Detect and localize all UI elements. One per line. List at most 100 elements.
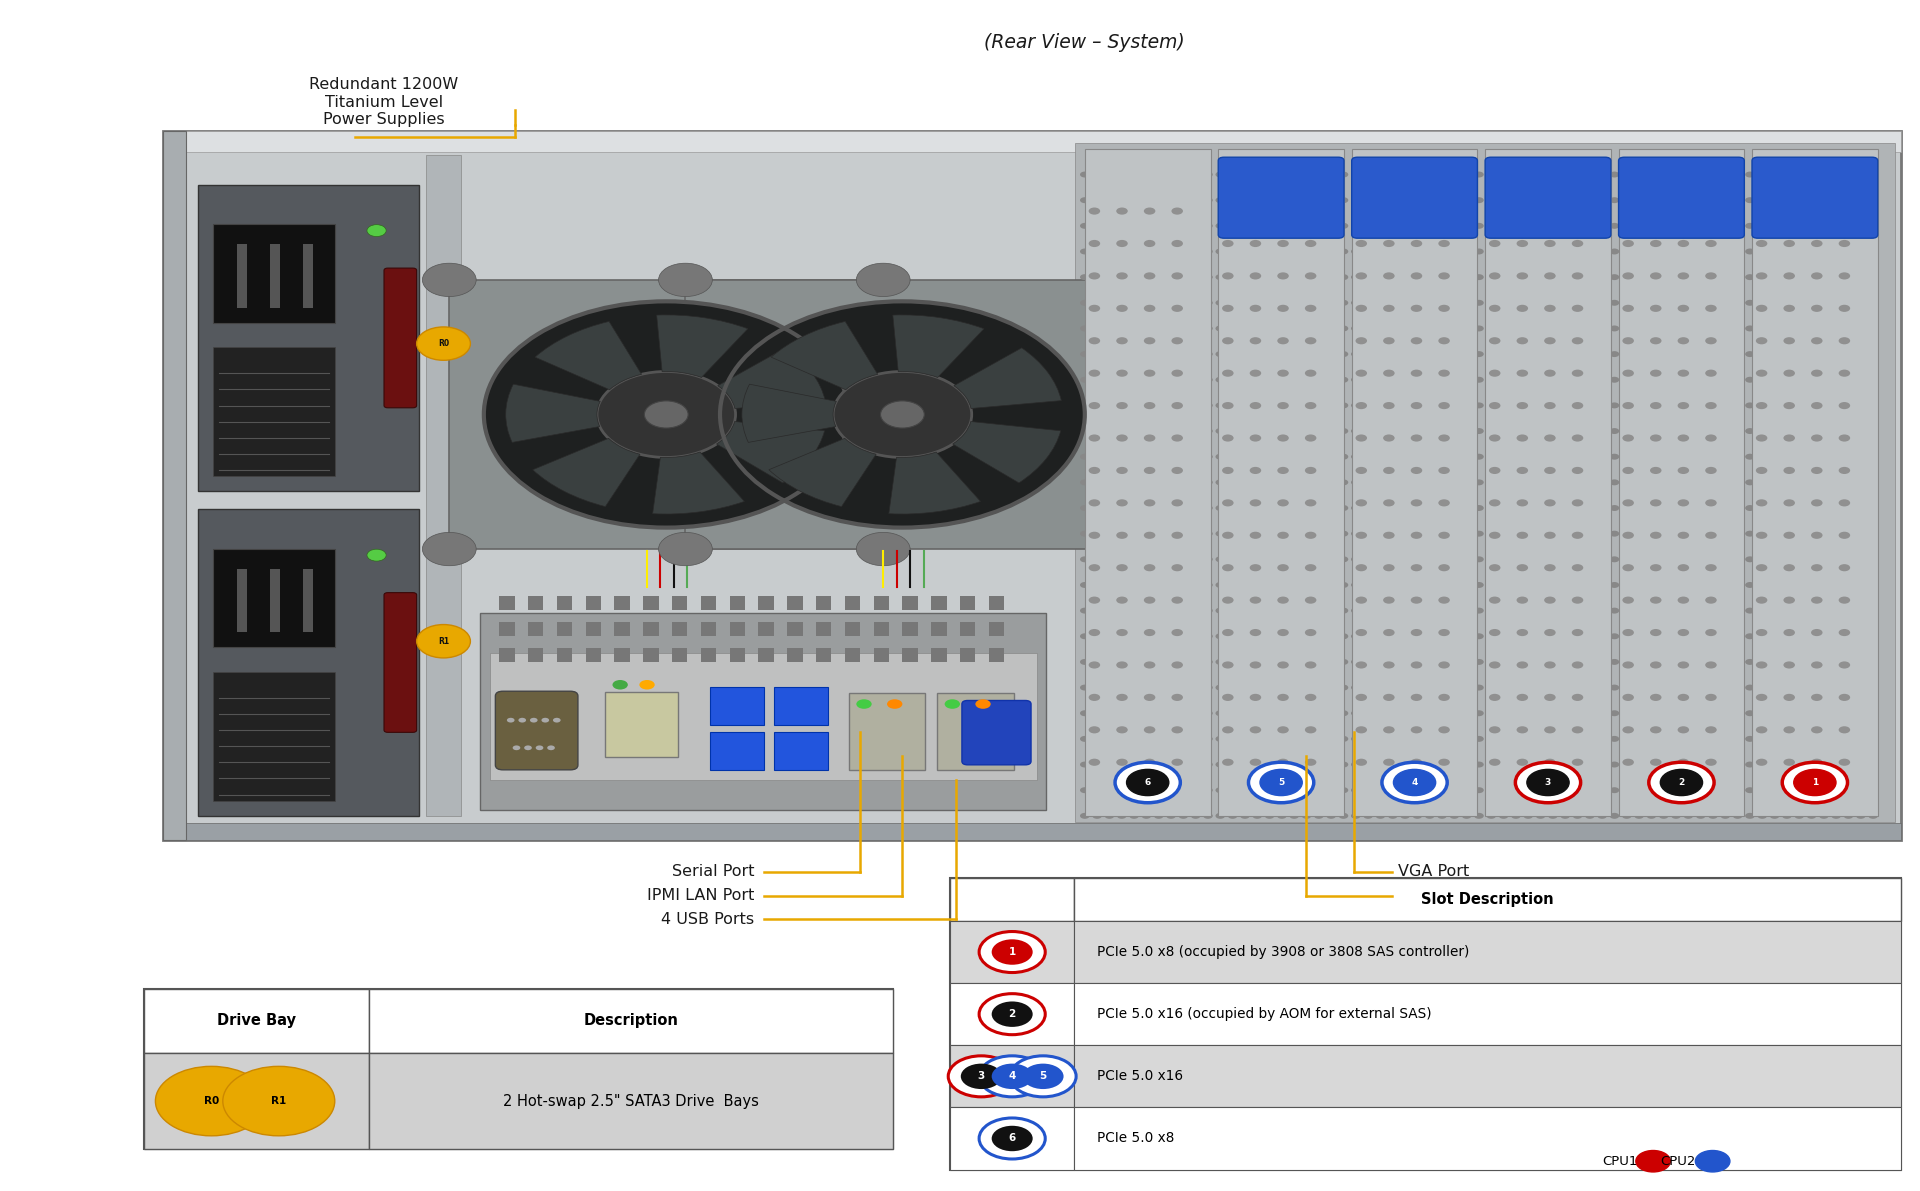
Circle shape: [1290, 198, 1300, 204]
Circle shape: [1129, 582, 1139, 588]
Circle shape: [887, 699, 902, 709]
Circle shape: [1770, 685, 1780, 691]
Circle shape: [1561, 531, 1571, 537]
Circle shape: [1684, 531, 1693, 537]
Circle shape: [1517, 661, 1528, 668]
Circle shape: [1215, 376, 1225, 382]
Circle shape: [1413, 659, 1423, 665]
Circle shape: [1352, 300, 1361, 306]
Circle shape: [1770, 274, 1780, 280]
Circle shape: [1818, 685, 1828, 691]
Circle shape: [1684, 198, 1693, 204]
Circle shape: [1375, 249, 1384, 255]
Circle shape: [1092, 710, 1102, 716]
Text: Redundant 1200W
Titanium Level
Power Supplies: Redundant 1200W Titanium Level Power Sup…: [309, 77, 459, 127]
Circle shape: [1832, 480, 1841, 486]
Circle shape: [1265, 198, 1275, 204]
Circle shape: [1561, 812, 1571, 819]
Circle shape: [1586, 454, 1596, 460]
Circle shape: [1670, 480, 1680, 486]
Circle shape: [553, 718, 561, 723]
Circle shape: [1745, 736, 1755, 742]
Circle shape: [1438, 727, 1450, 734]
Circle shape: [1597, 376, 1607, 382]
Bar: [1075, 143, 1895, 822]
Circle shape: [1536, 249, 1546, 255]
Circle shape: [1092, 532, 1146, 566]
Circle shape: [1609, 582, 1619, 588]
Circle shape: [1438, 556, 1448, 562]
Circle shape: [1818, 249, 1828, 255]
Circle shape: [1670, 325, 1680, 331]
Circle shape: [1770, 428, 1780, 434]
Circle shape: [1757, 351, 1766, 357]
Circle shape: [1413, 480, 1423, 486]
Circle shape: [1190, 274, 1200, 280]
Circle shape: [1327, 454, 1336, 460]
Circle shape: [1807, 812, 1816, 819]
Circle shape: [1634, 812, 1644, 819]
Circle shape: [1695, 556, 1705, 562]
Circle shape: [1649, 467, 1661, 474]
Circle shape: [1092, 454, 1102, 460]
Circle shape: [1277, 685, 1286, 691]
Circle shape: [1609, 531, 1619, 537]
Circle shape: [1154, 556, 1164, 562]
Circle shape: [1745, 249, 1755, 255]
Text: 1: 1: [1008, 947, 1016, 958]
Circle shape: [1154, 787, 1164, 793]
Circle shape: [1104, 403, 1114, 409]
Bar: [874, 622, 889, 636]
Circle shape: [1413, 249, 1423, 255]
Circle shape: [1500, 685, 1509, 691]
Circle shape: [1839, 727, 1851, 734]
Circle shape: [1807, 403, 1816, 409]
Circle shape: [1425, 376, 1434, 382]
Circle shape: [1734, 634, 1743, 640]
Circle shape: [1438, 634, 1448, 640]
Circle shape: [1215, 403, 1225, 409]
Circle shape: [1795, 736, 1805, 742]
Circle shape: [1306, 565, 1317, 572]
Bar: [586, 596, 601, 610]
Circle shape: [1475, 634, 1484, 640]
Circle shape: [1843, 582, 1853, 588]
Circle shape: [1709, 634, 1718, 640]
Circle shape: [1734, 325, 1743, 331]
Circle shape: [1327, 505, 1336, 511]
Circle shape: [1327, 376, 1336, 382]
Circle shape: [1375, 710, 1384, 716]
Circle shape: [1857, 300, 1866, 306]
Circle shape: [1165, 787, 1175, 793]
Circle shape: [1425, 428, 1434, 434]
Circle shape: [1782, 428, 1791, 434]
Circle shape: [1104, 607, 1114, 613]
Circle shape: [1695, 761, 1705, 767]
Circle shape: [1352, 480, 1361, 486]
Circle shape: [1144, 403, 1156, 410]
Circle shape: [1252, 710, 1261, 716]
Circle shape: [1818, 787, 1828, 793]
Circle shape: [1670, 607, 1680, 613]
Bar: [1073, 1046, 1901, 1108]
Circle shape: [1745, 505, 1755, 511]
Circle shape: [1179, 607, 1188, 613]
Circle shape: [1411, 597, 1423, 604]
Circle shape: [1807, 480, 1816, 486]
Circle shape: [1425, 634, 1434, 640]
Circle shape: [1757, 761, 1766, 767]
Circle shape: [1868, 249, 1878, 255]
Circle shape: [1755, 369, 1766, 376]
Circle shape: [1745, 428, 1755, 434]
Circle shape: [1784, 565, 1795, 572]
Circle shape: [1290, 659, 1300, 665]
Circle shape: [1104, 300, 1114, 306]
Circle shape: [1818, 659, 1828, 665]
Circle shape: [1649, 694, 1661, 701]
Circle shape: [1171, 337, 1183, 344]
Text: Serial Port: Serial Port: [672, 865, 755, 879]
Bar: [213, 549, 334, 647]
Circle shape: [1277, 727, 1288, 734]
Circle shape: [1142, 454, 1152, 460]
Circle shape: [1647, 428, 1657, 434]
